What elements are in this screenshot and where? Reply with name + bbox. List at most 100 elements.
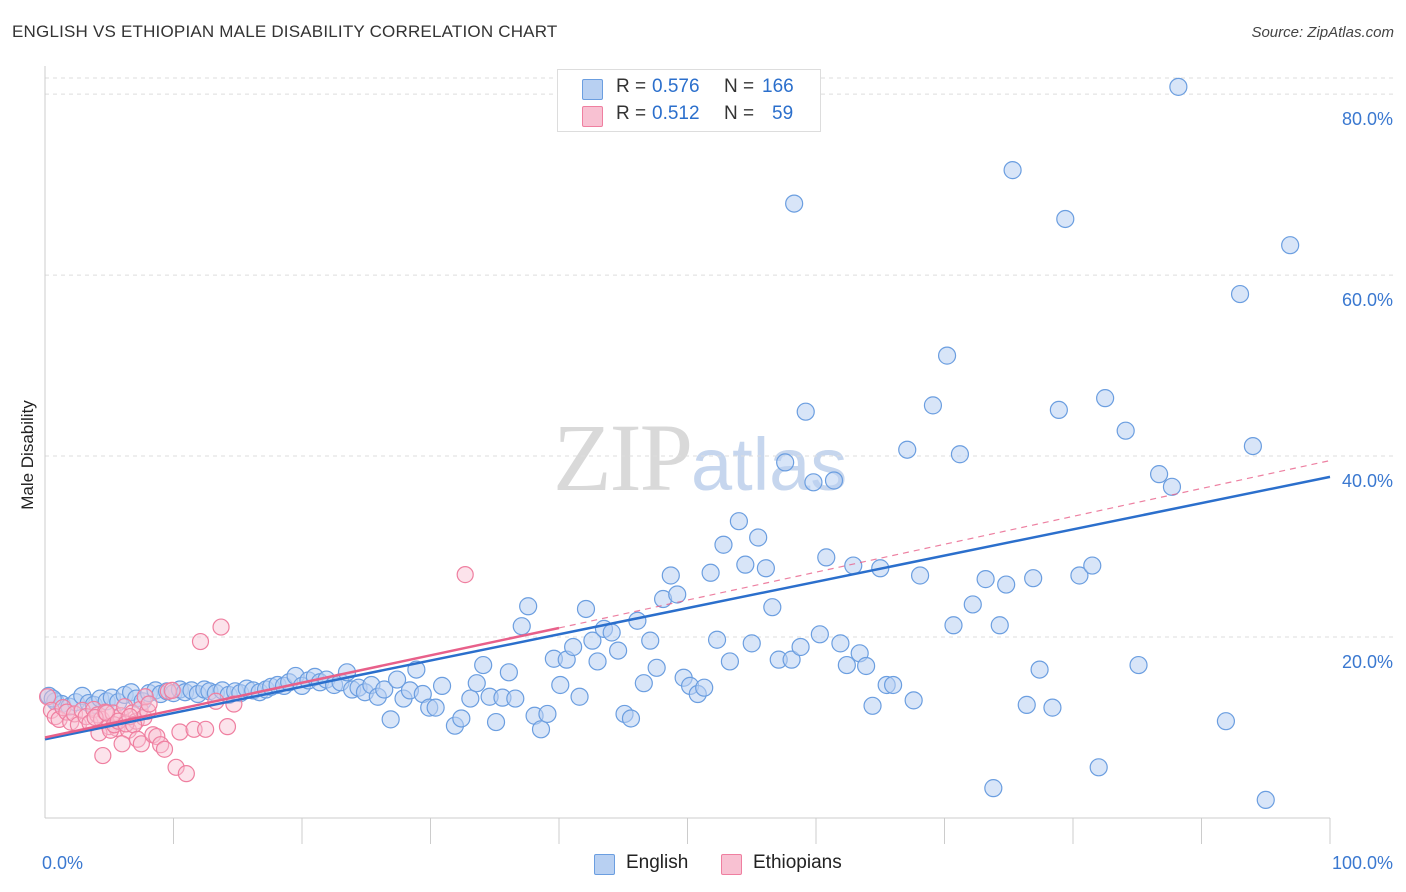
ethiopians-point	[148, 727, 166, 746]
english-point	[756, 559, 775, 578]
english-point	[1024, 569, 1043, 588]
ethiopians-point	[171, 723, 189, 741]
english-point	[499, 663, 518, 682]
english-point	[963, 595, 982, 614]
english-point	[1230, 284, 1250, 304]
english-point	[641, 631, 660, 650]
english-point	[551, 675, 570, 695]
ethiopians-point	[167, 758, 185, 776]
english-point	[824, 471, 844, 490]
english-point	[1083, 556, 1102, 575]
english-n-label: N =	[724, 76, 755, 97]
english-point	[749, 528, 768, 547]
english-point	[519, 597, 538, 616]
english-point	[467, 674, 486, 693]
english-point	[984, 779, 1003, 798]
english-point	[937, 346, 957, 365]
english-point	[1149, 465, 1169, 484]
english-point	[1017, 695, 1036, 714]
chart-title: ENGLISH VS ETHIOPIAN MALE DISABILITY COR…	[12, 22, 558, 41]
legend-ethiopians-swatch	[721, 854, 742, 875]
english-point	[898, 440, 917, 459]
watermark-atlas: atlas	[691, 423, 848, 506]
english-point	[950, 445, 970, 464]
english-point	[531, 720, 551, 739]
english-r-value: 0.576	[652, 76, 700, 97]
english-point	[647, 658, 666, 677]
english-point	[810, 625, 829, 644]
english-point	[796, 402, 815, 421]
english-point	[804, 473, 823, 492]
english-point	[904, 691, 923, 710]
ethiopians-point	[212, 618, 230, 636]
english-point	[1116, 421, 1135, 440]
english-point	[1003, 161, 1022, 180]
english-point	[910, 566, 930, 585]
english-point	[857, 656, 876, 676]
english-point	[742, 634, 761, 653]
x-tick-label: 100.0%	[1332, 853, 1393, 873]
english-point	[1169, 77, 1188, 96]
english-point	[763, 598, 782, 617]
english-point	[883, 675, 903, 695]
ethiopians-swatch	[582, 106, 603, 127]
english-point	[837, 655, 856, 675]
english-point	[583, 631, 602, 650]
legend-english-swatch	[594, 854, 615, 875]
english-point	[621, 709, 641, 728]
english-point	[564, 637, 583, 657]
english-point	[782, 650, 801, 669]
ethiopians-point	[94, 746, 112, 765]
english-point	[844, 556, 863, 575]
english-point	[736, 555, 755, 574]
english-point	[817, 548, 836, 567]
english-point	[831, 634, 850, 653]
english-point	[944, 616, 963, 635]
english-point	[1089, 758, 1108, 777]
english-trendline	[44, 475, 1331, 741]
english-point	[1043, 698, 1062, 717]
ethiopians-trendline	[44, 626, 560, 739]
english-point	[461, 689, 480, 708]
english-point	[1162, 477, 1182, 496]
english-point	[1256, 790, 1275, 810]
english-point	[512, 617, 531, 636]
english-point	[570, 687, 589, 706]
english-point	[707, 630, 727, 649]
english-point	[602, 623, 621, 642]
zipatlas-watermark: ZIPatlas	[553, 402, 847, 513]
ethiopians-point	[191, 632, 210, 651]
ethiopians-point	[140, 695, 158, 713]
english-point	[506, 689, 525, 708]
english-point	[588, 652, 607, 671]
english-point	[432, 676, 452, 695]
y-tick-label: 40.0%	[1342, 471, 1393, 491]
english-r-label: R =	[616, 76, 647, 97]
english-point	[1281, 236, 1300, 255]
ethiopians-r-label: R =	[616, 103, 647, 124]
english-point	[1096, 389, 1115, 408]
english-point	[997, 575, 1016, 594]
english-point	[452, 709, 471, 728]
english-point	[486, 712, 506, 732]
english-point	[381, 710, 400, 729]
english-point	[474, 655, 493, 675]
ethiopians-n-value: 59	[772, 103, 794, 124]
ethiopians-point	[132, 735, 150, 753]
english-point	[609, 641, 628, 660]
ethiopians-point	[38, 688, 57, 706]
english-point	[538, 704, 557, 724]
english-point	[426, 698, 445, 717]
ethiopians-point	[197, 720, 215, 738]
ethiopians-r-value: 0.512	[652, 103, 700, 124]
y-tick-label: 60.0%	[1342, 290, 1393, 310]
english-point	[1049, 400, 1068, 419]
english-point	[990, 616, 1009, 635]
english-point	[634, 674, 653, 693]
english-point	[1030, 660, 1049, 679]
english-n-value: 166	[762, 76, 794, 97]
ethiopians-point	[163, 681, 181, 700]
ethiopians-point	[155, 740, 174, 758]
ethiopians-n-label: N =	[724, 103, 755, 124]
